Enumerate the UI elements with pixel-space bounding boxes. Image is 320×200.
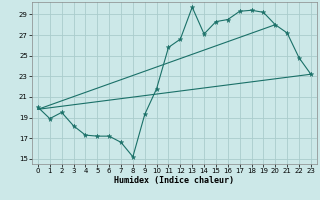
- X-axis label: Humidex (Indice chaleur): Humidex (Indice chaleur): [115, 176, 234, 185]
